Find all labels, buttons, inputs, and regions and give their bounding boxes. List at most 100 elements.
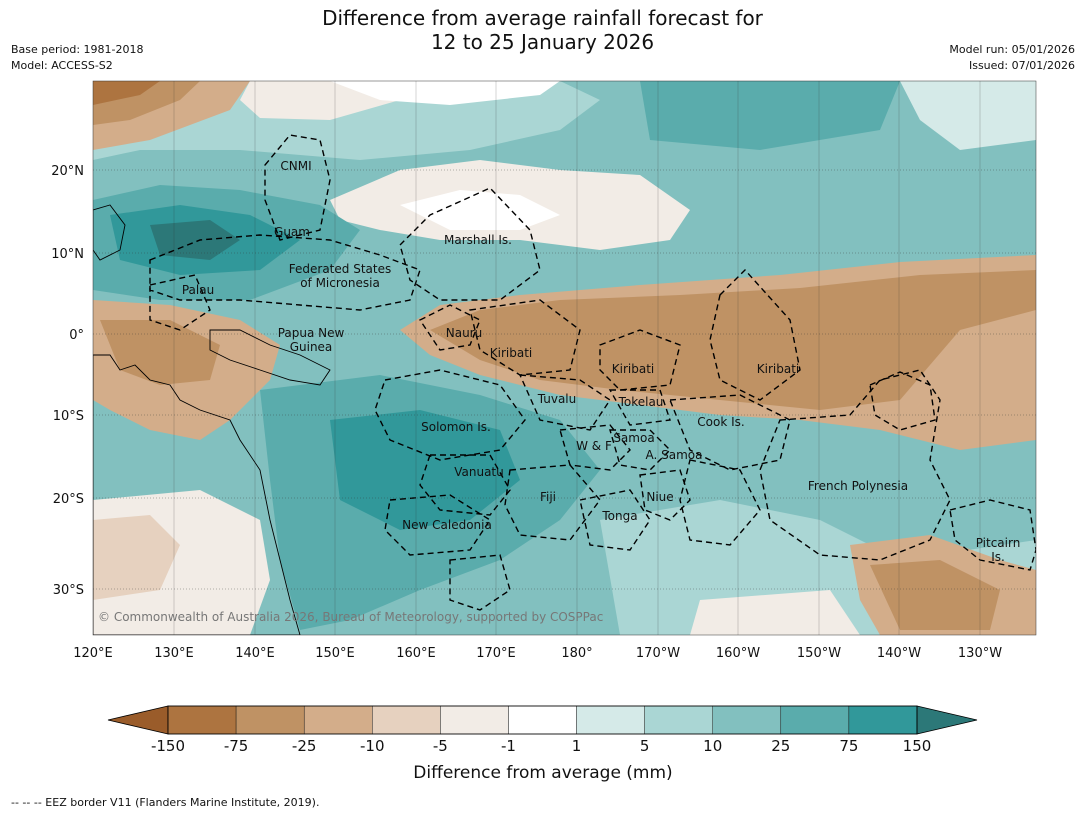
latitude-ticks: 20°N 10°N 0° 10°S 20°S 30°S — [51, 164, 84, 598]
meta-right: Model run: 05/01/2026 Issued: 07/01/2026 — [949, 42, 1075, 74]
lon-tick-label: 130°E — [154, 646, 194, 661]
field-wp-wet-max — [150, 220, 240, 260]
lat-tick-label: 10°S — [53, 409, 84, 424]
region-label: Guam — [274, 225, 310, 239]
region-label: French Polynesia — [808, 479, 908, 493]
region-label: Nauru — [446, 326, 482, 340]
eez-nauru — [418, 304, 481, 351]
chart-title: Difference from average rainfall forecas… — [0, 6, 1085, 54]
lon-tick-label: 150°E — [315, 646, 355, 661]
colorbar-bin — [848, 705, 918, 735]
colorbar-tick-label: -1 — [501, 737, 516, 755]
region-label-line: Kiribati — [490, 346, 532, 360]
lon-tick-label: 180° — [561, 646, 592, 661]
eez-cnmi — [264, 134, 331, 241]
lon-tick-label: 150°W — [797, 646, 841, 661]
region-label: Fiji — [540, 490, 556, 504]
copyright-notice: © Commonwealth of Australia 2026, Bureau… — [98, 610, 603, 624]
field-ne-light — [900, 81, 1036, 150]
colorbar-bin — [167, 705, 237, 735]
field-png-dry-core — [100, 320, 220, 385]
colorbar-bin — [712, 705, 782, 735]
eez-vanuatu — [419, 454, 511, 516]
eez-kiribati-central — [599, 329, 681, 391]
region-label: Niue — [646, 490, 673, 504]
lat-tick-label: 20°S — [53, 492, 84, 507]
colorbar-title: Difference from average (mm) — [413, 763, 672, 783]
eez-kiribati-east — [709, 268, 801, 401]
colorbar-tick-label: -75 — [224, 737, 249, 755]
eez-marquesas — [869, 371, 936, 431]
region-label-line: Tonga — [601, 509, 637, 523]
region-label: W & F — [576, 439, 612, 453]
region-label-line: Guinea — [290, 340, 333, 354]
field-ne-wet — [640, 81, 900, 150]
eez-kiribati-west — [469, 299, 581, 376]
meta-left: Base period: 1981-2018 Model: ACCESS-S2 — [11, 42, 143, 74]
eez-samoa — [609, 429, 671, 471]
colorbar-bin — [780, 705, 850, 735]
colorbar-tick-label: -25 — [292, 737, 317, 755]
colorbar-tick-label: 10 — [703, 737, 722, 755]
lat-tick-label: 10°N — [51, 247, 84, 262]
model-run: Model run: 05/01/2026 — [949, 43, 1075, 56]
region-label-line: Marshall Is. — [444, 233, 512, 247]
map-frame — [92, 80, 1037, 636]
region-label-line: A. Samoa — [646, 448, 703, 462]
field-aus-dry — [93, 515, 180, 600]
colorbar-tick-label: 150 — [903, 737, 932, 755]
region-label-line: of Micronesia — [300, 276, 380, 290]
eez-wallis-futuna — [559, 424, 631, 471]
colorbar-extend-low — [107, 705, 169, 735]
eez-fiji — [504, 464, 601, 541]
colorbar-bin — [440, 705, 509, 735]
region-label-line: Vanuatu — [454, 465, 504, 479]
region-label-line: Federated States — [289, 262, 391, 276]
colorbar-frame — [167, 705, 918, 735]
region-label: Pitcairn Is. — [976, 536, 1021, 564]
region-label-line: CNMI — [280, 159, 311, 173]
colorbar-tick-label: -10 — [360, 737, 385, 755]
region-label-line: Is. — [991, 550, 1005, 564]
colorbar-bin — [576, 705, 645, 735]
title-line-1: Difference from average rainfall forecas… — [322, 6, 763, 30]
model-name: Model: ACCESS-S2 — [11, 59, 113, 72]
rainfall-field — [93, 81, 1036, 635]
colorbar-tick-label: -5 — [433, 737, 448, 755]
field-eq-dry-core — [430, 270, 1036, 410]
region-label-line: Papua New — [278, 326, 345, 340]
eez-cook-north — [668, 394, 791, 471]
region-label: Tokelau — [618, 395, 664, 409]
region-label-line: New Caledonia — [402, 518, 492, 532]
footer-note: -- -- -- EEZ border V11 (Flanders Marine… — [11, 796, 320, 809]
eez-borders — [149, 134, 1036, 611]
region-label-line: French Polynesia — [808, 479, 908, 493]
title-line-2: 12 to 25 January 2026 — [430, 30, 655, 54]
lon-tick-label: 160°W — [716, 646, 760, 661]
region-label-line: Guam — [274, 225, 310, 239]
base-period: Base period: 1981-2018 — [11, 43, 144, 56]
colorbar-tick-label: 75 — [839, 737, 858, 755]
region-label: Kiribati — [612, 362, 654, 376]
issued-date: Issued: 07/01/2026 — [968, 59, 1075, 72]
region-label: New Caledonia — [402, 518, 492, 532]
colorbar-bin — [303, 705, 373, 735]
region-label: Federated States of Micronesia — [289, 262, 391, 290]
region-label-line: Solomon Is. — [421, 420, 491, 434]
lon-tick-label: 170°E — [476, 646, 516, 661]
lon-tick-label: 170°W — [636, 646, 680, 661]
region-label-line: Kiribati — [612, 362, 654, 376]
philippines-coastline — [93, 204, 126, 261]
eez-new-caledonia — [384, 494, 491, 556]
lon-tick-label: 140°E — [235, 646, 275, 661]
region-label: Solomon Is. — [421, 420, 491, 434]
colorbar-tick-label: -150 — [151, 737, 185, 755]
region-label-line: Tuvalu — [537, 392, 577, 406]
region-label: Kiribati — [757, 362, 799, 376]
eez-cook-south — [679, 459, 761, 546]
region-label: Vanuatu — [454, 465, 504, 479]
region-label-line: Kiribati — [757, 362, 799, 376]
region-label: Kiribati — [490, 346, 532, 360]
colorbar-bin — [372, 705, 441, 735]
